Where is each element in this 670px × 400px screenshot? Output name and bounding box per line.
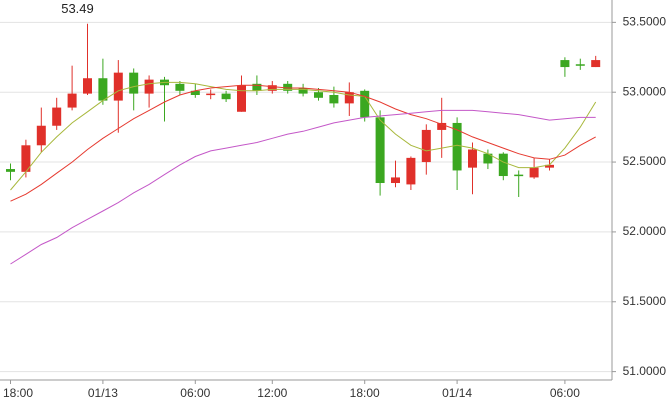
candle-body xyxy=(329,95,339,104)
candle-body xyxy=(360,90,370,118)
candle-body xyxy=(437,122,447,130)
candle-body xyxy=(498,153,508,177)
max-label: 53.49 xyxy=(61,1,94,16)
moving-average-line xyxy=(10,109,596,265)
y-tick-label: 51.5000 xyxy=(623,294,667,308)
candle-body xyxy=(6,169,15,172)
candle-body xyxy=(129,72,139,94)
candle-body xyxy=(575,64,585,66)
x-tick-label: 06:00 xyxy=(550,386,580,400)
moving-average-line xyxy=(10,84,596,202)
x-tick-label: 12:00 xyxy=(257,386,287,400)
x-tick-label: 18:00 xyxy=(350,386,380,400)
candle-body xyxy=(314,92,323,98)
candle-body xyxy=(83,78,92,94)
candle-body xyxy=(560,60,570,68)
candle-body xyxy=(113,72,123,101)
y-tick-label: 53.0000 xyxy=(623,84,667,98)
candle-body xyxy=(237,85,246,112)
candle-body xyxy=(591,60,601,68)
candle-body xyxy=(298,88,308,94)
candle-body xyxy=(483,153,493,164)
x-tick-label: 01/13 xyxy=(88,386,118,400)
x-tick-label: 01/14 xyxy=(442,386,472,400)
y-tick-label: 51.0000 xyxy=(623,364,667,378)
candle-body xyxy=(52,107,62,126)
candle-body xyxy=(190,90,200,95)
y-tick-label: 52.0000 xyxy=(623,224,667,238)
y-tick-label: 52.5000 xyxy=(623,154,667,168)
candle-body xyxy=(406,157,416,185)
candle-body xyxy=(98,78,108,101)
candle-body xyxy=(36,125,46,146)
candle-body xyxy=(21,145,31,172)
candle-body xyxy=(468,149,477,168)
candle-body xyxy=(391,177,400,184)
candle-body xyxy=(529,167,539,178)
y-tick-label: 53.5000 xyxy=(623,15,667,29)
candle-body xyxy=(144,79,154,94)
moving-average-line xyxy=(10,81,597,191)
candle-body xyxy=(514,174,524,177)
x-tick-label: 06:00 xyxy=(180,386,210,400)
candle-body xyxy=(267,85,277,91)
candle-body xyxy=(452,122,462,171)
candle-body xyxy=(175,83,185,91)
candle-body xyxy=(545,164,554,168)
candle-body xyxy=(375,117,385,184)
candle-body xyxy=(252,83,262,91)
candle-body xyxy=(283,83,293,91)
candle-body xyxy=(221,93,231,100)
x-tick-label: 18:00 xyxy=(3,386,33,400)
candle-body xyxy=(344,92,354,104)
candle-body xyxy=(206,93,216,96)
candle-body xyxy=(67,93,77,108)
candle-body xyxy=(421,129,431,163)
